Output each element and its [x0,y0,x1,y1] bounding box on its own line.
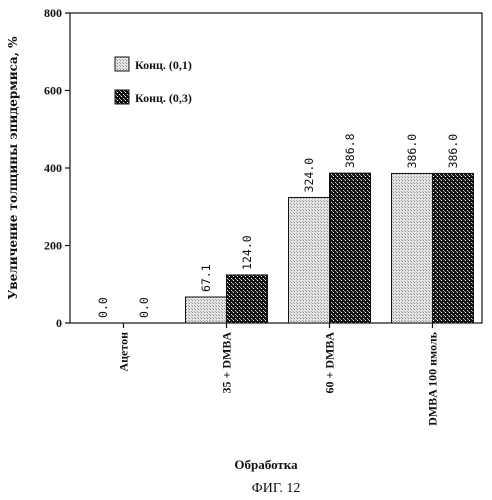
bar-series-2 [226,274,268,324]
x-tick-label: 35 + DMBA [220,332,234,394]
bars [185,172,474,324]
legend-swatch-series-2 [114,89,130,105]
data-label: 324.0 [302,158,316,193]
figure-caption: ФИГ. 12 [252,481,301,496]
x-axis-label: Обработка [234,457,298,472]
axes: 0 200 400 600 800 Ацетон 35 + DMBA 60 + DMBA DMB… [44,6,483,426]
bar-series-2 [329,172,371,324]
data-label: 0.0 [96,297,110,318]
bar-series-1 [185,296,227,324]
x-tick-label: DMBA 100 нмоль [426,331,440,426]
y-tick-label: 200 [44,239,62,253]
bar-series-2 [432,172,474,324]
y-tick-label: 400 [44,161,62,175]
data-label: 386.0 [446,134,460,169]
bar-series-1 [391,172,433,324]
data-label: 386.8 [343,133,357,168]
data-label: 0.0 [137,297,151,318]
x-tick-label: Ацетон [117,332,131,372]
y-tick-label: 800 [44,6,62,20]
legend: Конц. (0,1) Конц. (0,3) [114,56,192,105]
data-label: 67.1 [199,264,213,292]
legend-label-series-1: Конц. (0,1) [135,58,192,72]
y-tick-label: 600 [44,84,62,98]
legend-label-series-2: Конц. (0,3) [135,91,192,105]
x-tick-label: 60 + DMBA [323,332,337,394]
y-axis-label: Увеличение толщины эпидермиса, % [6,36,20,300]
legend-swatch-series-1 [114,56,130,72]
bar-series-1 [288,196,330,324]
y-tick-label: 0 [56,316,62,330]
data-label: 124.0 [240,235,254,270]
data-labels: 0.0 0.0 67.1 124.0 324.0 386.8 386.0 386.0 [96,133,460,318]
data-label: 386.0 [405,134,419,169]
